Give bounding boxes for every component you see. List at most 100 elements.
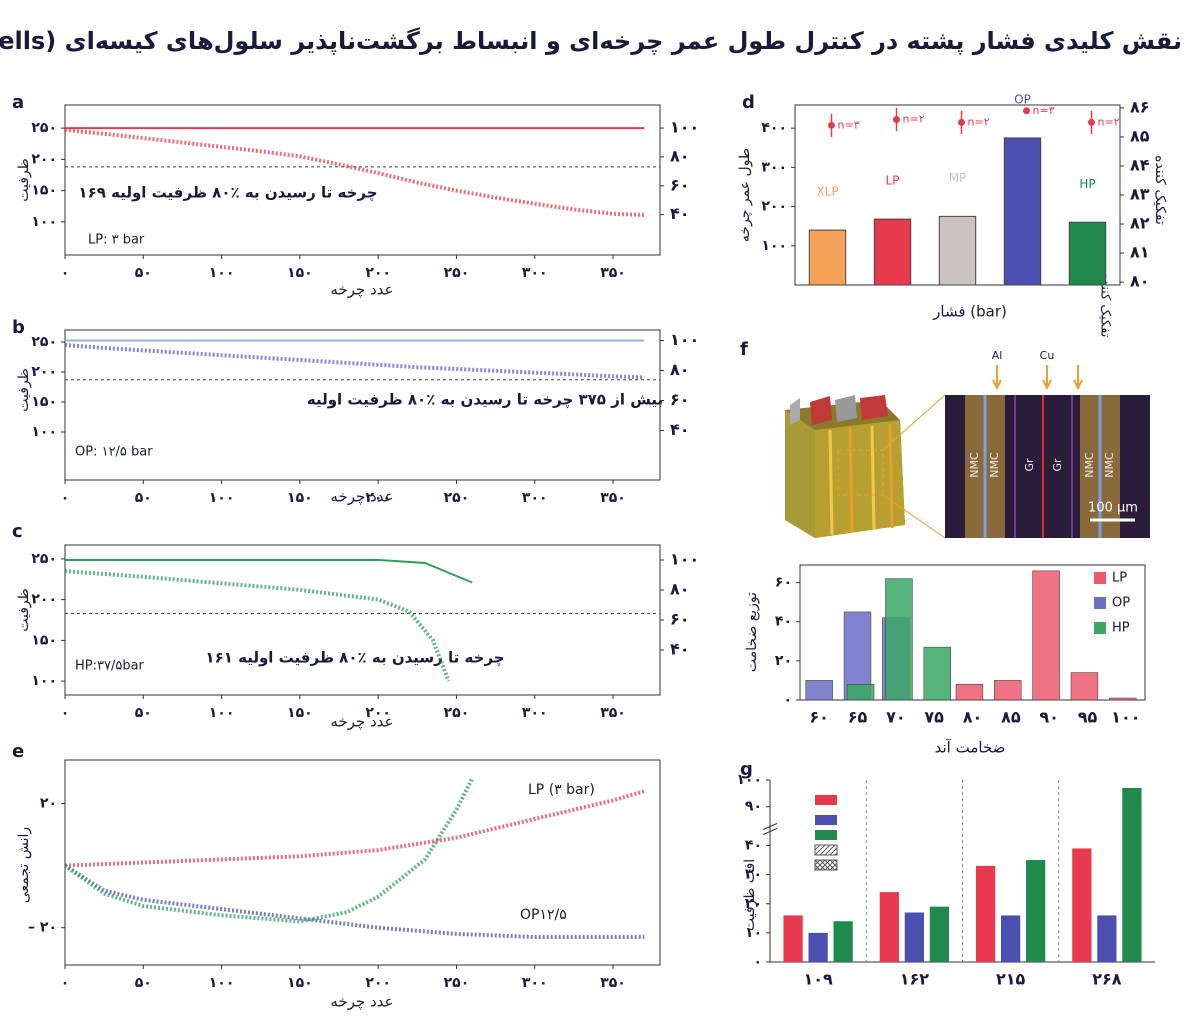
y-tick-label: ۰ xyxy=(783,692,792,708)
bar xyxy=(955,684,984,701)
category-label: MP xyxy=(949,171,967,185)
x-tick-label: ۵۰ xyxy=(135,705,152,721)
bar xyxy=(1097,915,1117,962)
legend-swatch xyxy=(1094,597,1106,609)
x-tick-label: ۶۰ xyxy=(809,708,829,727)
y-tick-label: ۲۰۰ xyxy=(761,199,787,215)
y2-tick-label: ۸۲ xyxy=(1130,214,1150,233)
y-axis-label: افت ظرفیت xyxy=(742,859,758,931)
y-tick-label: ۳۰ xyxy=(745,867,762,883)
y2-tick-label: ۸۵ xyxy=(1130,126,1150,145)
legend-swatch xyxy=(1094,572,1106,584)
annotation: ۱۶۹ چرخه تا رسیدن به ٪۸۰ ظرفیت اولیه xyxy=(78,184,377,203)
y2-tick-label: ۸۰ xyxy=(670,580,690,599)
x-tick-label: ۲۵۰ xyxy=(444,490,470,506)
x-tick-label: ۳۵۰ xyxy=(600,265,626,281)
legend-g xyxy=(814,795,838,871)
y-tick-label: ۲۰۰ xyxy=(31,592,57,608)
x-tick-label: ۲۰۰ xyxy=(365,490,391,506)
x-tick-label: ۹۰ xyxy=(1039,708,1059,727)
x-tick-label: ۱۶۲ xyxy=(900,970,930,989)
separator-point xyxy=(1023,107,1030,115)
x-tick-label: ۳۰۰ xyxy=(522,490,548,506)
bar xyxy=(1003,137,1042,286)
y2-tick-label: ۱۰۰ xyxy=(670,118,699,137)
x-tick-label: ۷۰ xyxy=(886,708,906,727)
bar xyxy=(1109,697,1137,701)
bar xyxy=(1001,915,1021,962)
y2-tick-label: ۸۰ xyxy=(670,146,690,165)
x-tick-label: ۱۰۹ xyxy=(803,970,833,989)
bar xyxy=(1026,860,1046,962)
panel-letter: g xyxy=(740,759,753,780)
y2-tick-label: ۴۰ xyxy=(670,420,690,439)
y2-tick-label: ۶۰ xyxy=(670,175,690,194)
y-tick-label: ۶۰ xyxy=(775,575,792,591)
x-tick-label: ۰ xyxy=(61,705,70,721)
x-tick-label: ۲۵۰ xyxy=(444,705,470,721)
x-tick-label: ۱۰۰ xyxy=(1111,708,1140,727)
y-axis-label: توزیع ضخامت xyxy=(744,592,760,672)
y-tick-label: ۱۵۰ xyxy=(31,183,57,199)
separator-point xyxy=(958,118,965,126)
x-tick-label: ۸۵ xyxy=(1001,708,1021,727)
x-tick-label: ۲۵۰ xyxy=(444,265,470,281)
x-axis-label: عدد چرخه xyxy=(330,993,393,1011)
y-tick-label: ۱۰۰ xyxy=(761,238,787,254)
y-tick-label: ۴۰۰ xyxy=(761,120,787,136)
y-tick-label: ۱۰۰ xyxy=(31,673,57,689)
image-label: Gr xyxy=(1051,458,1064,472)
bar xyxy=(994,680,1022,701)
y2-tick-label: ۸۶ xyxy=(1130,97,1150,116)
y2-tick-label: ۱۰۰ xyxy=(670,330,699,349)
separator-point xyxy=(1088,118,1095,126)
annotation: LP (۳ bar) xyxy=(528,782,595,798)
axis-break xyxy=(762,823,778,835)
y-tick-label: ۲۵۰ xyxy=(31,120,57,136)
bar xyxy=(808,932,828,962)
x-axis-label: عدد چرخه xyxy=(330,713,393,731)
x-tick-label: ۹۵ xyxy=(1078,708,1098,727)
y-tick-label: ۱۰ xyxy=(745,925,762,941)
bar xyxy=(808,229,847,286)
bar xyxy=(923,646,951,701)
x-tick-label: ۱۵۰ xyxy=(287,265,313,281)
annotation: بیش از ۳۷۵ چرخه تا رسیدن به ٪۸۰ ظرفیت او… xyxy=(307,391,663,410)
plot-frame xyxy=(64,759,661,966)
y-tick-label: ۳۰۰ xyxy=(761,159,787,175)
x-tick-label: ۶۵ xyxy=(848,708,868,727)
scale-bar-label: 100 μm xyxy=(1088,501,1138,516)
x-tick-label: ۲۰۰ xyxy=(365,975,391,991)
y-tick-label: ۰ xyxy=(753,954,762,970)
image-label: NMC xyxy=(968,452,981,478)
bar xyxy=(1122,788,1142,962)
x-tick-label: ۱۵۰ xyxy=(287,490,313,506)
y2-tick-label: ۸۳ xyxy=(1130,185,1150,204)
x-tick-label: ۱۰۰ xyxy=(209,705,235,721)
y-tick-label: ۱۰۰ xyxy=(31,214,57,230)
x-tick-label: ۳۰۰ xyxy=(522,975,548,991)
legend-label: HP xyxy=(1112,621,1130,636)
y2-tick-label: ۱۰۰ xyxy=(670,550,699,569)
x-tick-label: ۱۵۰ xyxy=(287,975,313,991)
image-label: NMC xyxy=(988,452,1001,478)
y-axis-label: ظرفیت xyxy=(16,158,32,202)
x-tick-label: ۳۵۰ xyxy=(600,975,626,991)
bar xyxy=(1070,672,1099,701)
x-tick-label: ۸۰ xyxy=(963,708,983,727)
y-tick-label: ۴۰ xyxy=(745,838,762,854)
x-tick-label: ۲۶۸ xyxy=(1092,970,1122,989)
y2-tick-label: ۴۰ xyxy=(670,640,690,659)
image-label: NMC xyxy=(1083,452,1096,478)
bar xyxy=(1032,570,1060,701)
y2-tick-label: ۸۴ xyxy=(1130,155,1150,174)
data-line xyxy=(65,559,473,584)
data-line xyxy=(64,789,645,868)
data-line xyxy=(63,777,474,924)
annotation: OP: ۱۲/۵ bar xyxy=(75,445,153,460)
image-label: تفکیک کننده xyxy=(1098,273,1113,338)
y2-tick-label: ۶۰ xyxy=(670,610,690,629)
x-axis-label: فشار (bar) xyxy=(932,303,1007,321)
y-axis-label: رانش تجمعی xyxy=(16,827,32,903)
